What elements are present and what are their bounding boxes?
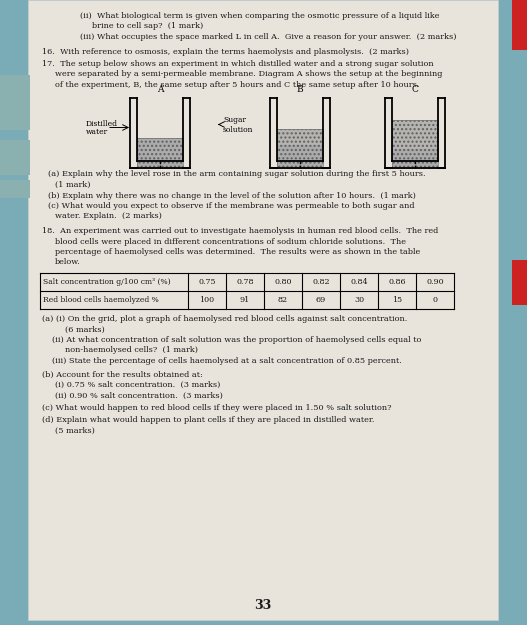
- Text: Red blood cells haemolyzed %: Red blood cells haemolyzed %: [43, 296, 159, 304]
- Text: water. Explain.  (2 marks): water. Explain. (2 marks): [55, 213, 162, 221]
- Text: (ii) 0.90 % salt concentration.  (3 marks): (ii) 0.90 % salt concentration. (3 marks…: [55, 391, 223, 399]
- Text: 91: 91: [240, 296, 250, 304]
- Text: 82: 82: [278, 296, 288, 304]
- Bar: [277, 145, 323, 168]
- Bar: [392, 149, 438, 168]
- Bar: [0, 180, 30, 198]
- Text: (b) Explain why there was no change in the level of the solution after 10 hours.: (b) Explain why there was no change in t…: [48, 191, 416, 199]
- Text: Sugar: Sugar: [223, 116, 246, 124]
- Text: 0.90: 0.90: [426, 278, 444, 286]
- Text: 33: 33: [255, 599, 271, 612]
- Text: (c) What would happen to red blood cells if they were placed in 1.50 % salt solu: (c) What would happen to red blood cells…: [42, 404, 392, 412]
- Text: B: B: [297, 86, 304, 94]
- Text: (5 marks): (5 marks): [55, 427, 95, 435]
- Text: (ii)  What biological term is given when comparing the osmotic pressure of a liq: (ii) What biological term is given when …: [80, 12, 440, 20]
- Bar: [137, 139, 183, 168]
- Text: non-haemolysed cells?  (1 mark): non-haemolysed cells? (1 mark): [65, 346, 198, 354]
- Text: of the experiment, B, the same setup after 5 hours and C the same setup after 10: of the experiment, B, the same setup aft…: [55, 81, 419, 89]
- Text: 30: 30: [354, 296, 364, 304]
- Bar: [28, 0, 498, 620]
- Text: 0.75: 0.75: [198, 278, 216, 286]
- Bar: [137, 139, 183, 168]
- Text: 17.  The setup below shows an experiment in which distilled water and a strong s: 17. The setup below shows an experiment …: [42, 60, 434, 68]
- Text: blood cells were placed in different concentrations of sodium chloride solutions: blood cells were placed in different con…: [55, 238, 406, 246]
- Bar: [512, 0, 527, 50]
- Text: (6 marks): (6 marks): [65, 326, 105, 334]
- Text: Distilled: Distilled: [86, 121, 118, 129]
- Text: percentage of haemolysed cells was determined.  The results were as shown in the: percentage of haemolysed cells was deter…: [55, 248, 420, 256]
- Text: 69: 69: [316, 296, 326, 304]
- Bar: [512, 260, 527, 305]
- Bar: [0, 140, 30, 175]
- Text: (ii) At what concentration of salt solution was the proportion of haemolysed cel: (ii) At what concentration of salt solut…: [52, 336, 422, 344]
- Text: were separated by a semi-permeable membrane. Diagram A shows the setup at the be: were separated by a semi-permeable membr…: [55, 71, 442, 79]
- Text: 0.78: 0.78: [236, 278, 253, 286]
- Text: 15: 15: [392, 296, 402, 304]
- Text: (i) 0.75 % salt concentration.  (3 marks): (i) 0.75 % salt concentration. (3 marks): [55, 381, 220, 389]
- Text: (c) What would you expect to observe if the membrane was permeable to both sugar: (c) What would you expect to observe if …: [48, 202, 415, 210]
- Text: C: C: [412, 86, 418, 94]
- Text: 16.  With reference to osmosis, explain the terms haemolysis and plasmolysis.  (: 16. With reference to osmosis, explain t…: [42, 48, 409, 56]
- Text: 0.80: 0.80: [274, 278, 292, 286]
- Bar: [392, 119, 438, 168]
- Text: 18.  An experiment was carried out to investigate haemolysis in human red blood : 18. An experiment was carried out to inv…: [42, 227, 438, 235]
- Text: below.: below.: [55, 259, 81, 266]
- Text: A: A: [157, 86, 163, 94]
- Bar: [277, 129, 323, 168]
- Text: water: water: [86, 129, 108, 136]
- Text: (d) Explain what would happen to plant cells if they are placed in distilled wat: (d) Explain what would happen to plant c…: [42, 416, 375, 424]
- Text: 100: 100: [199, 296, 214, 304]
- Text: (1 mark): (1 mark): [55, 181, 91, 189]
- Text: 0.84: 0.84: [350, 278, 368, 286]
- Text: (a) Explain why the level rose in the arm containing sugar solution during the f: (a) Explain why the level rose in the ar…: [48, 171, 426, 179]
- Text: 0: 0: [433, 296, 437, 304]
- Text: (iii) What occupies the space marked L in cell A.  Give a reason for your answer: (iii) What occupies the space marked L i…: [80, 33, 456, 41]
- Bar: [277, 129, 323, 168]
- Text: (b) Account for the results obtained at:: (b) Account for the results obtained at:: [42, 371, 203, 379]
- Text: (iii) State the percentage of cells haemolysed at a salt concentration of 0.85 p: (iii) State the percentage of cells haem…: [52, 357, 402, 365]
- Bar: [137, 139, 183, 168]
- Text: brine to cell sap?  (1 mark): brine to cell sap? (1 mark): [92, 22, 203, 31]
- Text: solution: solution: [223, 126, 253, 134]
- Bar: [0, 75, 30, 130]
- Text: (a) (i) On the grid, plot a graph of haemolysed red blood cells against salt con: (a) (i) On the grid, plot a graph of hae…: [42, 315, 407, 323]
- Text: 0.82: 0.82: [312, 278, 330, 286]
- Text: 0.86: 0.86: [388, 278, 406, 286]
- Bar: [392, 119, 438, 168]
- Text: Salt concentration g/100 cm³ (%): Salt concentration g/100 cm³ (%): [43, 278, 171, 286]
